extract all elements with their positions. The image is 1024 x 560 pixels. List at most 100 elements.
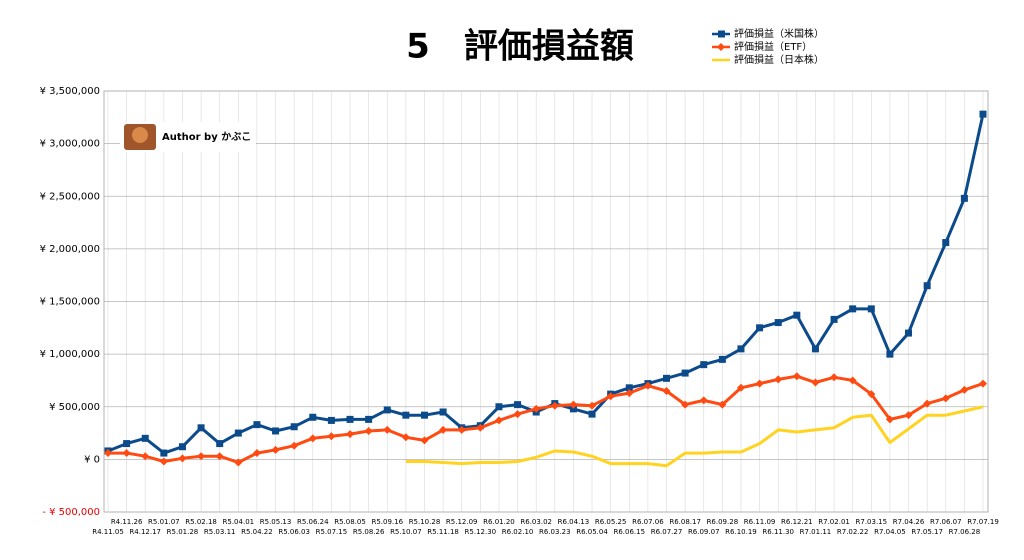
x-tick-label: R5.04.22 [241,528,273,536]
marker [718,400,727,409]
marker [960,194,968,202]
y-tick-label: ¥ 1,000,000 [40,349,100,360]
marker [290,441,299,450]
x-tick-label: R6.09.28 [707,518,739,526]
x-tick-label: R5.12.09 [446,518,478,526]
marker [848,376,857,385]
x-tick-label: R7.02.22 [837,528,869,536]
x-tick-label: R5.04.01 [223,518,255,526]
x-tick-label: R7.03.15 [856,518,888,526]
marker [756,324,764,332]
author-text: Author by かぶこ [162,131,251,143]
marker [886,350,894,358]
marker [383,425,392,434]
x-tick-label: R6.06.15 [613,528,645,536]
marker [867,390,876,399]
author-box: Author by かぶこ [120,122,256,152]
marker [941,394,950,403]
x-tick-label: R7.04.05 [874,528,906,536]
x-tick-label: R6.02.10 [502,528,534,536]
marker [793,311,801,319]
marker [401,433,410,442]
marker [643,381,652,390]
x-tick-label: R7.02.01 [818,518,850,526]
marker [736,383,745,392]
x-tick-label: R5.01.07 [148,518,180,526]
marker [160,449,168,457]
x-tick-label: R7.04.26 [893,518,925,526]
marker [755,379,764,388]
x-tick-label: R6.10.19 [725,528,757,536]
x-tick-label: R6.07.27 [651,528,683,536]
marker [811,345,819,353]
marker [681,400,690,409]
marker [327,432,336,441]
legend-label: 評価損益（ETF） [734,40,812,53]
marker [197,452,206,461]
marker [197,424,205,432]
legend-label: 評価損益（米国株） [734,27,824,40]
x-tick-label: R6.12.21 [781,518,813,526]
marker [718,355,726,363]
marker [494,416,503,425]
marker [569,400,578,409]
chart-title: 5 評価損益額 [406,27,634,67]
x-tick-label: R6.05.04 [576,528,608,536]
marker [830,373,839,382]
y-tick-label: ¥ 500,000 [49,402,100,413]
marker [849,305,857,313]
x-tick-label: R6.01.20 [483,518,515,526]
marker [904,411,913,420]
marker [290,423,298,431]
x-tick-label: R6.09.07 [688,528,720,536]
marker [439,408,447,416]
y-tick-label: ¥ 2,000,000 [40,244,100,255]
marker [960,385,969,394]
marker [550,401,559,410]
marker [327,416,335,424]
marker [588,410,596,418]
marker [923,282,931,290]
x-tick-label: R7.06.28 [949,528,981,536]
marker [699,396,708,405]
marker [178,443,186,451]
x-tick-label: R6.05.25 [595,518,627,526]
y-tick-label: - ¥ 500,000 [42,507,100,518]
marker [979,110,987,118]
x-tick-label: R5.05.13 [260,518,292,526]
marker [159,457,168,466]
marker [792,372,801,381]
marker [272,427,280,435]
legend-label: 評価損益（日本株） [734,53,824,66]
y-tick-label: ¥ 1,500,000 [40,297,100,308]
x-tick-label: R7.01.11 [800,528,832,536]
marker [346,415,354,423]
marker [514,401,522,409]
marker [402,411,410,419]
marker [625,384,633,392]
marker [476,423,485,432]
marker [420,436,429,445]
marker [234,429,242,437]
legend-marker [718,30,725,38]
marker [420,411,428,419]
marker [365,415,373,423]
x-tick-label: R7.06.07 [930,518,962,526]
x-tick-label: R5.06.24 [297,518,329,526]
marker [123,440,131,448]
x-tick-label: R5.12.30 [465,528,497,536]
marker [122,449,131,458]
marker [905,329,913,337]
marker [737,345,745,353]
marker [923,399,932,408]
marker [383,406,391,414]
marker [979,379,987,388]
marker [271,445,280,454]
marker [606,392,615,401]
marker [308,434,317,443]
x-tick-label: R5.10.28 [409,518,441,526]
marker [811,378,820,387]
x-tick-label: R6.04.13 [558,518,590,526]
marker [867,305,875,313]
